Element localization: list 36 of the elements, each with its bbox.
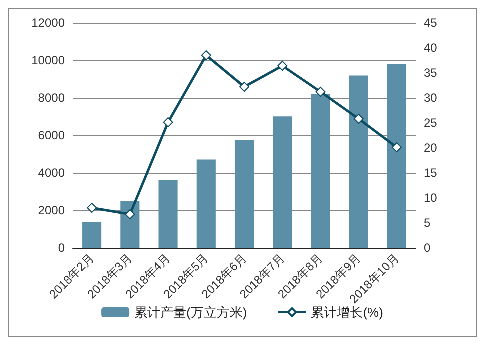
bar bbox=[311, 94, 330, 248]
y2-tick-label: 20 bbox=[424, 141, 438, 155]
point bbox=[163, 118, 174, 128]
y-tick-label: 0 bbox=[58, 241, 66, 255]
y2-tick-label: 15 bbox=[424, 166, 438, 180]
bar bbox=[158, 180, 178, 248]
y-tick-label: 6000 bbox=[38, 128, 66, 142]
y2-tick-label: 0 bbox=[424, 241, 431, 255]
point bbox=[201, 50, 212, 60]
point bbox=[278, 61, 288, 71]
bar bbox=[387, 64, 406, 248]
bar bbox=[234, 140, 254, 248]
point bbox=[240, 82, 250, 92]
y-tick-label: 8000 bbox=[38, 91, 66, 105]
legend-label: 累计产量(万立方米) bbox=[134, 305, 248, 320]
y2-tick-label: 5 bbox=[424, 216, 431, 230]
bar bbox=[349, 76, 368, 248]
point bbox=[392, 142, 402, 152]
point bbox=[87, 203, 98, 213]
bar bbox=[82, 222, 102, 248]
y2-tick-label: 45 bbox=[424, 16, 438, 30]
y2-tick-label: 30 bbox=[424, 91, 438, 105]
y-tick-label: 2000 bbox=[38, 204, 66, 218]
bar bbox=[196, 160, 216, 248]
point bbox=[125, 210, 136, 220]
legend-label: 累计增长(%) bbox=[311, 305, 384, 320]
point bbox=[354, 114, 364, 124]
y-tick-label: 4000 bbox=[38, 166, 66, 180]
y-tick-label: 12000 bbox=[32, 16, 66, 30]
y2-tick-label: 25 bbox=[424, 116, 438, 130]
y-tick-label: 10000 bbox=[32, 54, 66, 68]
point bbox=[316, 87, 326, 97]
y2-tick-label: 35 bbox=[424, 66, 438, 80]
y2-tick-label: 10 bbox=[424, 191, 438, 205]
y2-tick-label: 40 bbox=[424, 41, 438, 55]
bar bbox=[273, 116, 292, 248]
